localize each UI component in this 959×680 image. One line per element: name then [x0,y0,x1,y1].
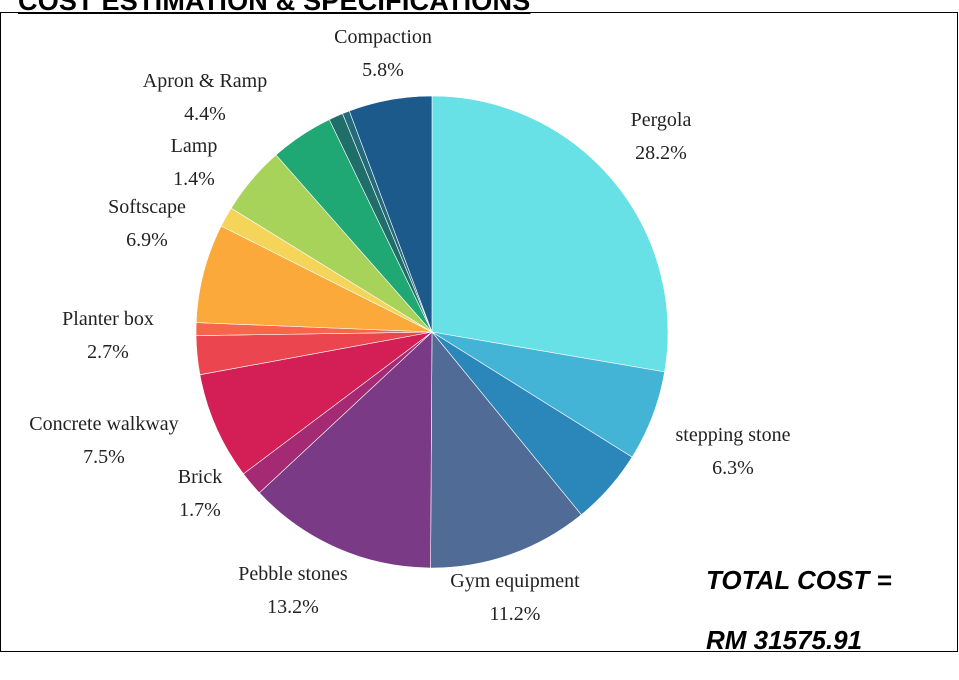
pie-chart: Pergola 28.2% stepping stone 6.3% Gym equipm… [29,26,790,625]
pie-slice-concrete-walkway [199,331,433,475]
pie-slice-compaction [348,95,433,333]
pie-slice-gym-equipment [430,331,582,569]
slice-percent-softscape: 6.9% [126,229,168,251]
slice-label-brick: Brick [178,466,222,488]
pie-slices [195,95,669,569]
slice-label-compaction: Compaction [334,26,432,48]
slice-percent-compaction: 5.8% [362,59,404,81]
slice-percent-pergola: 28.2% [635,142,687,164]
slice-label-lamp: Lamp [171,135,218,157]
total-cost-value: RM 31575.91 [706,625,863,655]
slice-percent-stepping-stone: 6.3% [712,457,754,479]
pie-labels: Pergola 28.2% stepping stone 6.3% Gym equipm… [29,26,790,625]
slice-percent-pebble-stones: 13.2% [267,596,319,618]
slice-percent-lamp: 1.4% [173,168,215,190]
slice-label-gym-equipment: Gym equipment [450,570,580,592]
slice-label-pebble-stones: Pebble stones [238,563,348,585]
slice-percent-apron-ramp: 4.4% [184,103,226,125]
total-cost-box: TOTAL COST = RM 31575.91 [706,560,946,680]
pie-slice-pebble-stones [258,331,433,569]
total-cost-label: TOTAL COST = [706,565,892,595]
slice-label-pergola: Pergola [631,109,692,131]
slice-percent-concrete-walkway: 7.5% [83,446,125,468]
slice-percent-brick: 1.7% [179,499,221,521]
slice-label-softscape: Softscape [108,196,186,218]
pie-slice-pergola [431,95,669,373]
slice-percent-planter-box: 2.7% [87,341,129,363]
slice-label-apron-ramp: Apron & Ramp [143,70,267,92]
slice-label-concrete-walkway: Concrete walkway [29,413,178,435]
slice-label-planter-box: Planter box [62,308,154,330]
slice-label-stepping-stone: stepping stone [676,424,791,446]
slice-percent-gym-equipment: 11.2% [490,603,541,625]
